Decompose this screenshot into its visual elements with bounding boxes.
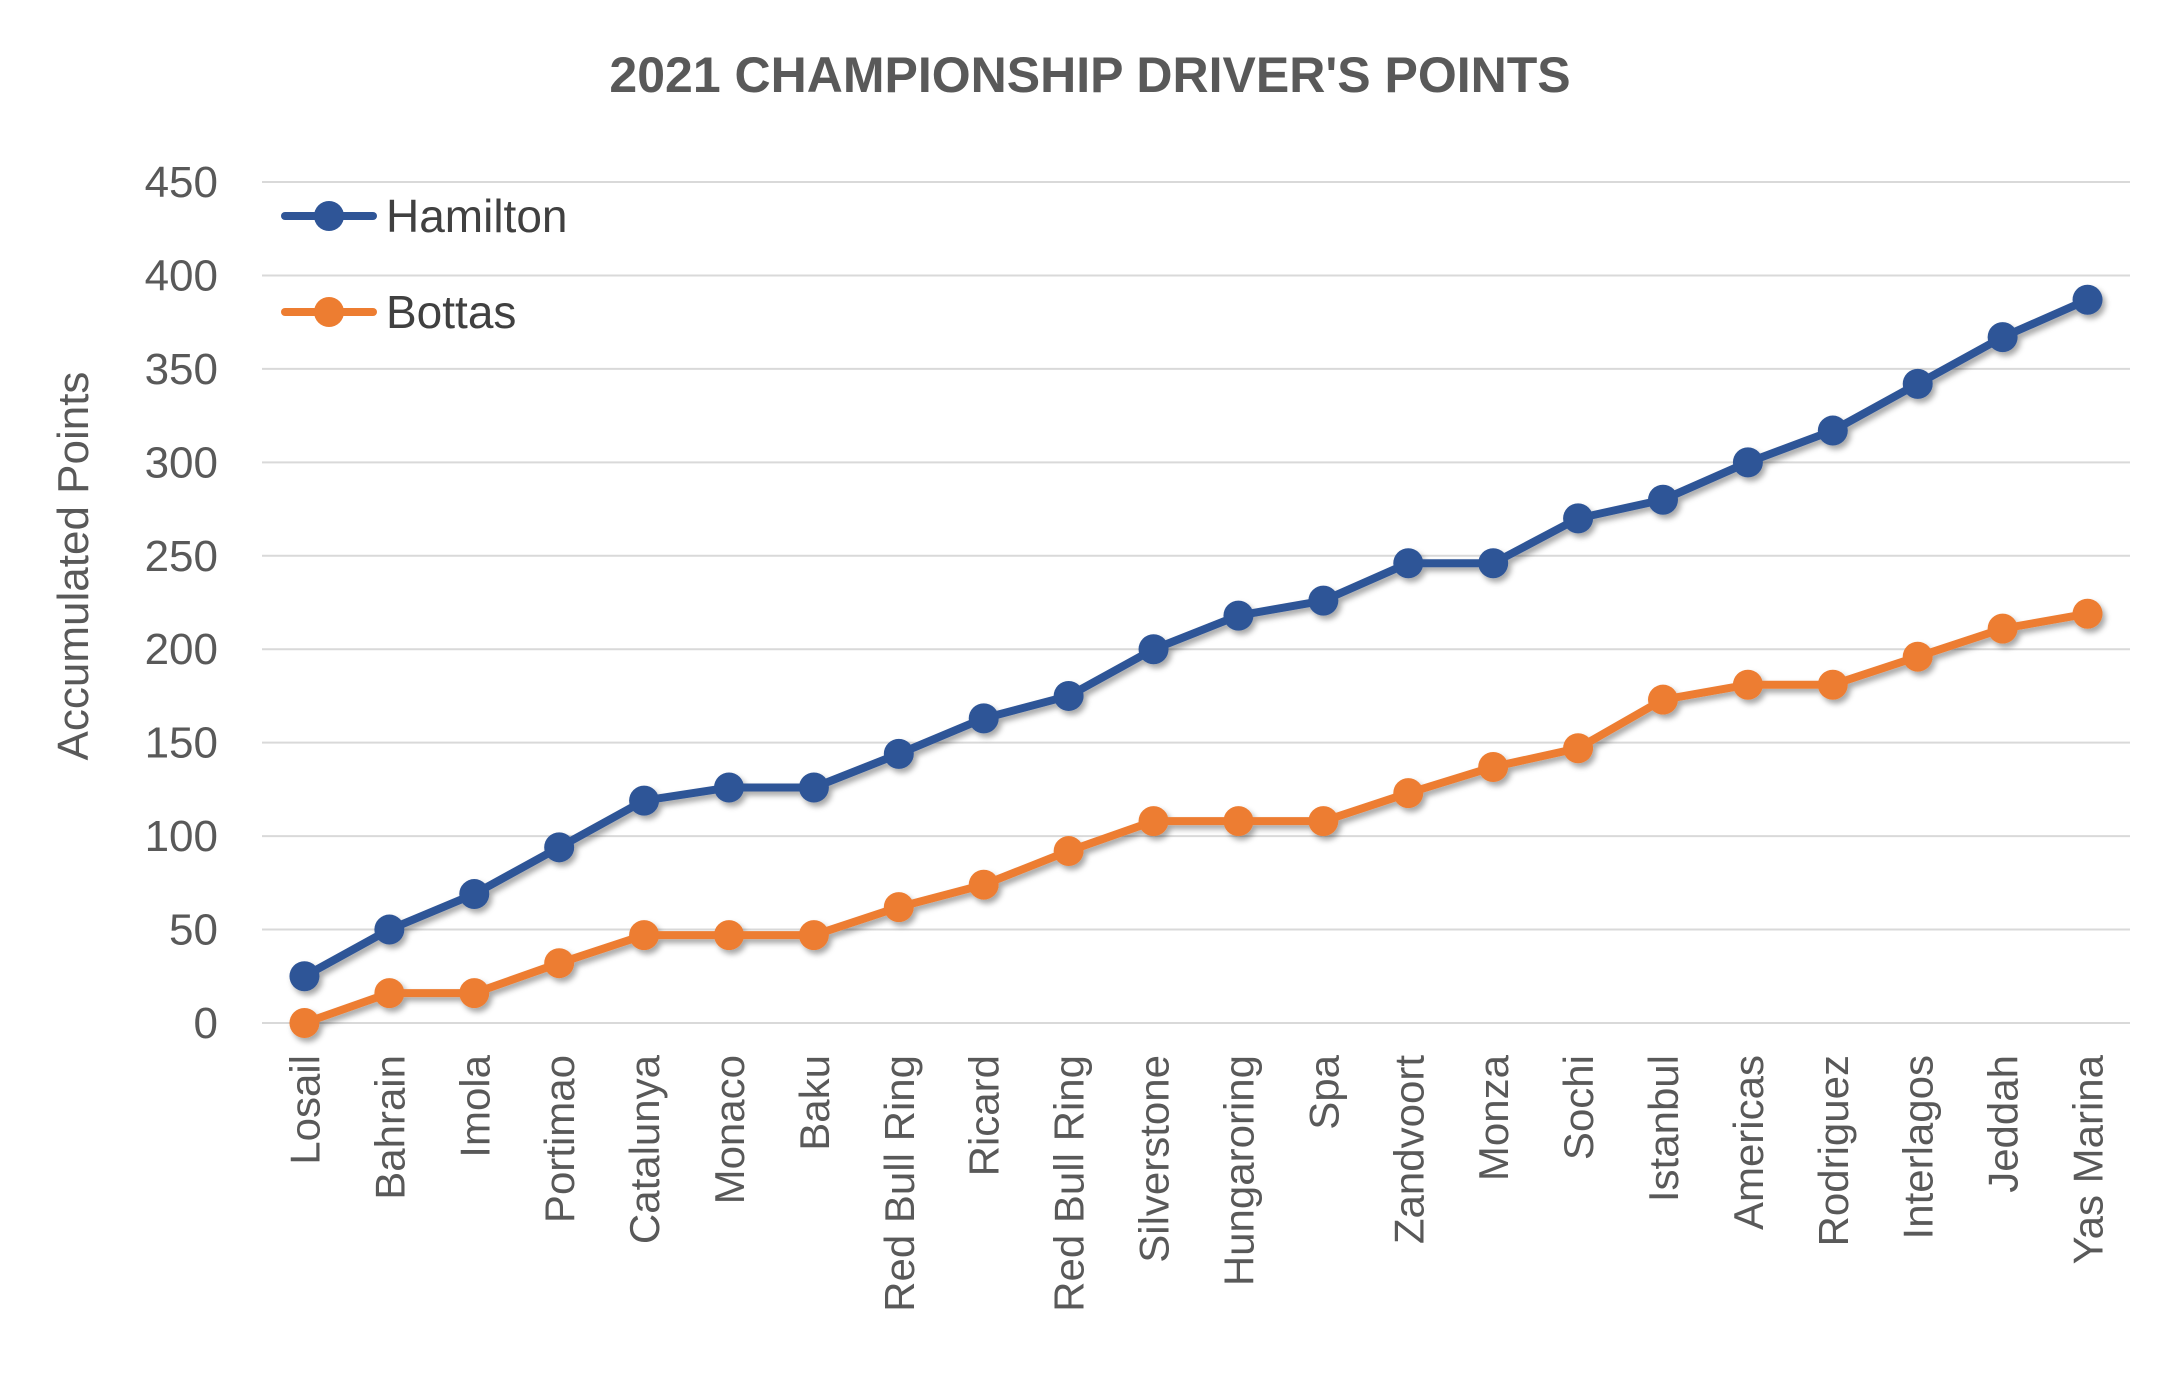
x-tick-label: Interlagos xyxy=(1895,1055,1942,1239)
data-point-bottas xyxy=(1138,806,1169,837)
x-tick-label: Monza xyxy=(1470,1054,1517,1181)
y-tick-label: 100 xyxy=(145,812,218,861)
x-tick-label: Americas xyxy=(1725,1055,1772,1230)
x-tick-label: Baku xyxy=(791,1055,838,1151)
data-point-bottas xyxy=(968,869,999,900)
data-point-hamilton xyxy=(1223,600,1254,631)
data-point-bottas xyxy=(798,920,829,951)
data-point-bottas xyxy=(1308,806,1339,837)
chart-title: 2021 CHAMPIONSHIP DRIVER'S POINTS xyxy=(609,47,1570,103)
data-point-hamilton xyxy=(1308,585,1339,616)
data-point-bottas xyxy=(459,978,490,1009)
data-point-bottas xyxy=(1393,778,1424,809)
data-point-bottas xyxy=(1648,684,1678,715)
x-tick-label: Hungaroring xyxy=(1215,1055,1262,1286)
y-axis-title: Accumulated Points xyxy=(49,372,98,761)
series-line-hamilton xyxy=(300,295,2092,981)
data-point-hamilton xyxy=(883,738,914,769)
data-point-hamilton xyxy=(2072,284,2103,315)
data-point-hamilton xyxy=(1393,548,1424,579)
x-tick-label: Zandvoort xyxy=(1385,1055,1432,1244)
data-point-bottas xyxy=(2072,598,2103,629)
x-tick-label: Monaco xyxy=(706,1055,753,1204)
x-tick-label: Losail xyxy=(281,1055,328,1165)
data-point-hamilton xyxy=(1817,415,1848,446)
x-tick-label: Catalunya xyxy=(621,1054,668,1244)
data-point-bottas xyxy=(1478,751,1509,782)
data-point-bottas xyxy=(1732,669,1763,700)
data-point-bottas xyxy=(374,978,405,1009)
y-tick-label: 400 xyxy=(145,251,218,300)
data-point-hamilton xyxy=(714,772,744,803)
y-tick-label: 50 xyxy=(169,906,218,955)
data-point-bottas xyxy=(714,920,744,951)
y-tick-label: 200 xyxy=(145,625,218,674)
data-point-bottas xyxy=(289,1008,320,1038)
data-point-hamilton xyxy=(459,879,490,910)
data-point-hamilton xyxy=(968,703,999,734)
data-point-bottas xyxy=(1987,613,2018,644)
data-point-hamilton xyxy=(1053,680,1084,711)
x-tick-label: Imola xyxy=(451,1054,498,1157)
legend-label: Hamilton xyxy=(386,190,568,242)
x-tick-label: Sochi xyxy=(1555,1055,1602,1160)
x-tick-label: Red Bull Ring xyxy=(1046,1055,1093,1312)
y-tick-label: 250 xyxy=(145,532,218,581)
series-layer xyxy=(289,284,2103,1038)
y-axis-ticks: 0 50 100 150 200 250 300 350 400 450 xyxy=(145,158,218,1048)
data-point-bottas xyxy=(1902,641,1933,672)
data-point-bottas xyxy=(629,920,660,951)
data-point-hamilton xyxy=(798,772,829,803)
legend-item-bottas: Bottas xyxy=(281,286,516,338)
data-point-bottas xyxy=(1817,669,1848,700)
data-point-bottas xyxy=(1563,733,1594,764)
y-tick-label: 450 xyxy=(145,158,218,207)
data-point-bottas xyxy=(1223,806,1254,837)
data-point-bottas xyxy=(544,948,575,979)
legend-marker xyxy=(314,297,344,327)
data-point-hamilton xyxy=(1732,447,1763,478)
legend: Hamilton Bottas xyxy=(281,190,568,338)
y-tick-label: 300 xyxy=(145,438,218,487)
y-tick-label: 350 xyxy=(145,345,218,394)
x-tick-label: Bahrain xyxy=(366,1055,413,1200)
data-point-hamilton xyxy=(1563,503,1594,534)
data-point-hamilton xyxy=(1478,548,1509,579)
data-point-hamilton xyxy=(629,785,660,816)
series-bottas xyxy=(289,598,2103,1038)
x-tick-label: Portimao xyxy=(536,1055,583,1223)
x-tick-label: Jeddah xyxy=(1980,1055,2027,1193)
legend-marker xyxy=(314,201,344,231)
data-point-bottas xyxy=(883,892,914,923)
data-point-hamilton xyxy=(1902,368,1933,399)
y-tick-label: 150 xyxy=(145,719,218,768)
series-line-bottas xyxy=(300,609,2092,1027)
data-point-hamilton xyxy=(544,832,575,863)
x-tick-label: Istanbul xyxy=(1640,1055,1687,1202)
data-point-hamilton xyxy=(1648,484,1678,515)
x-tick-label: Silverstone xyxy=(1131,1055,1178,1263)
data-point-hamilton xyxy=(1987,322,2018,353)
y-tick-label: 0 xyxy=(194,999,218,1048)
x-tick-label: Ricard xyxy=(961,1055,1008,1176)
data-point-hamilton xyxy=(1138,634,1169,665)
x-axis-ticks: Losail Bahrain Imola Portimao Catalunya Monac… xyxy=(281,1054,2111,1311)
x-tick-label: Spa xyxy=(1300,1054,1347,1129)
x-tick-label: Yas Marina xyxy=(2065,1054,2112,1264)
data-point-bottas xyxy=(1053,836,1084,867)
legend-item-hamilton: Hamilton xyxy=(281,190,568,242)
x-tick-label: Rodriguez xyxy=(1810,1055,1857,1246)
data-point-hamilton xyxy=(374,914,405,945)
x-tick-label: Red Bull Ring xyxy=(876,1055,923,1312)
legend-label: Bottas xyxy=(386,286,516,338)
series-hamilton xyxy=(289,284,2103,992)
data-point-hamilton xyxy=(289,961,320,992)
